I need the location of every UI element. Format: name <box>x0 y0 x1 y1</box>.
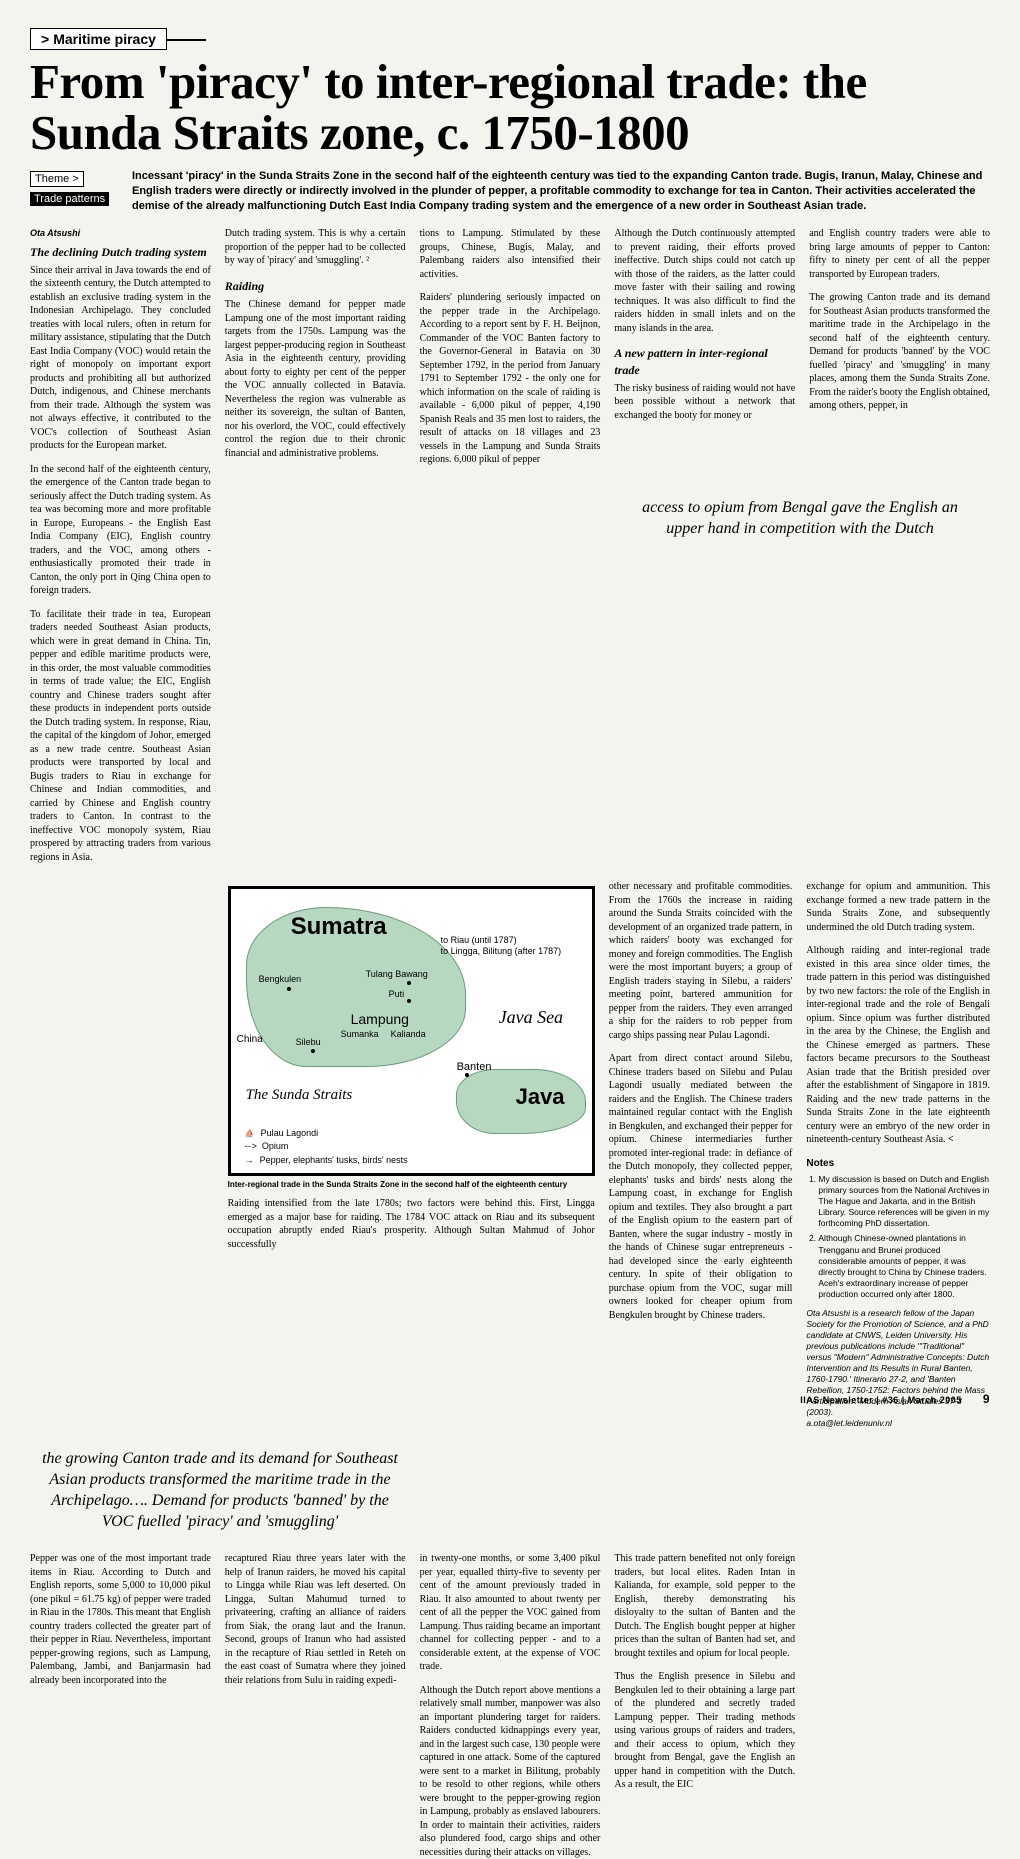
map-loc: Tulang Bawang <box>366 969 428 979</box>
map-dot <box>407 999 411 1003</box>
footer-source: IIAS Newsletter | #36 | March 2005 <box>800 1395 962 1405</box>
byline: Ota Atsushi <box>30 227 211 239</box>
para: and English country traders were able to… <box>809 227 990 281</box>
para: Thus the English presence in Silebu and … <box>614 1670 795 1792</box>
para: Although the Dutch continuously attempte… <box>614 227 795 335</box>
map-dot <box>465 1073 469 1077</box>
map-loc: Silebu <box>296 1037 321 1047</box>
map-dot <box>407 981 411 985</box>
map-dot <box>287 987 291 991</box>
para: other necessary and profitable commoditi… <box>609 880 793 1042</box>
map-loc: Bengkulen <box>259 974 302 984</box>
middle-row: Sumatra Java Sea Java The Sunda Straits … <box>30 880 990 1429</box>
para: The Chinese demand for pepper made Lampu… <box>225 298 406 460</box>
note-item: Although Chinese-owned plantations in Tr… <box>818 1233 990 1299</box>
subhead-declining: The declining Dutch trading system <box>30 244 211 260</box>
para: The risky business of raiding would not … <box>614 382 795 423</box>
notes-heading: Notes <box>806 1157 990 1171</box>
subhead-pattern: A new pattern in inter-regional trade <box>614 345 795 377</box>
map-caption: Inter-regional trade in the Sunda Strait… <box>228 1180 595 1189</box>
para: in twenty-one months, or some 3,400 piku… <box>420 1552 601 1674</box>
notes-list: My discussion is based on Dutch and Engl… <box>806 1174 990 1300</box>
para: The growing Canton trade and its demand … <box>809 291 990 413</box>
map-loc: Kalianda <box>391 1029 426 1039</box>
para: recaptured Riau three years later with t… <box>225 1552 406 1687</box>
map-label: The Sunda Straits <box>246 1087 353 1104</box>
map-label: China <box>237 1034 263 1045</box>
map-loc: Puti <box>389 989 405 999</box>
lede: Incessant 'piracy' in the Sunda Straits … <box>132 169 990 214</box>
para: Dutch trading system. This is why a cert… <box>225 227 406 268</box>
map-label: Java Sea <box>499 1007 563 1028</box>
para: To facilitate their trade in tea, Europe… <box>30 608 211 865</box>
map-label: Sumatra <box>291 913 387 941</box>
subhead-raiding: Raiding <box>225 278 406 294</box>
pull-quote-2: access to opium from Bengal gave the Eng… <box>610 490 990 548</box>
pull-quote-1: the growing Canton trade and its demand … <box>30 1441 410 1540</box>
map-legend: Pulau Lagondi Opium Pepper, elephants' t… <box>245 1127 408 1168</box>
para: Although raiding and inter-regional trad… <box>806 944 990 1147</box>
para: Raiders' plundering seriously impacted o… <box>420 291 601 467</box>
footer-page: 9 <box>983 1392 990 1406</box>
para: In the second half of the eighteenth cen… <box>30 463 211 598</box>
map-loc: Sumanka <box>341 1029 379 1039</box>
map-loc: Banten <box>457 1061 492 1073</box>
theme-box: Theme > Trade patterns <box>30 169 120 207</box>
map-label: Java <box>516 1084 565 1110</box>
para: Since their arrival in Java towards the … <box>30 264 211 453</box>
para: This trade pattern benefited not only fo… <box>614 1552 795 1660</box>
note-item: My discussion is based on Dutch and Engl… <box>818 1174 990 1229</box>
footer: IIAS Newsletter | #36 | March 2005 9 <box>800 1392 990 1406</box>
theme-value: Trade patterns <box>30 192 109 206</box>
para: exchange for opium and ammunition. This … <box>806 880 990 934</box>
map-figure: Sumatra Java Sea Java The Sunda Straits … <box>228 886 595 1189</box>
map-note: to Riau (until 1787) to Lingga, Bilitung… <box>441 935 562 957</box>
para: Apart from direct contact around Silebu,… <box>609 1052 793 1322</box>
section-label: Maritime piracy <box>30 28 167 50</box>
author-bio: Ota Atsushi is a research fellow of the … <box>806 1308 990 1430</box>
para: Raiding intensified from the late 1780s;… <box>228 1197 595 1251</box>
para: Although the Dutch report above mentions… <box>420 1684 601 1859</box>
para: Pepper was one of the most important tra… <box>30 1552 211 1687</box>
map-label: Lampung <box>351 1011 409 1027</box>
map-dot <box>311 1049 315 1053</box>
article-title: From 'piracy' to inter-regional trade: t… <box>30 56 990 159</box>
article-body: Ota Atsushi The declining Dutch trading … <box>30 227 990 874</box>
theme-label: Theme > <box>30 171 84 187</box>
bottom-row: Pepper was one of the most important tra… <box>30 1552 990 1859</box>
para: tions to Lampung. Stimulated by these gr… <box>420 227 601 281</box>
